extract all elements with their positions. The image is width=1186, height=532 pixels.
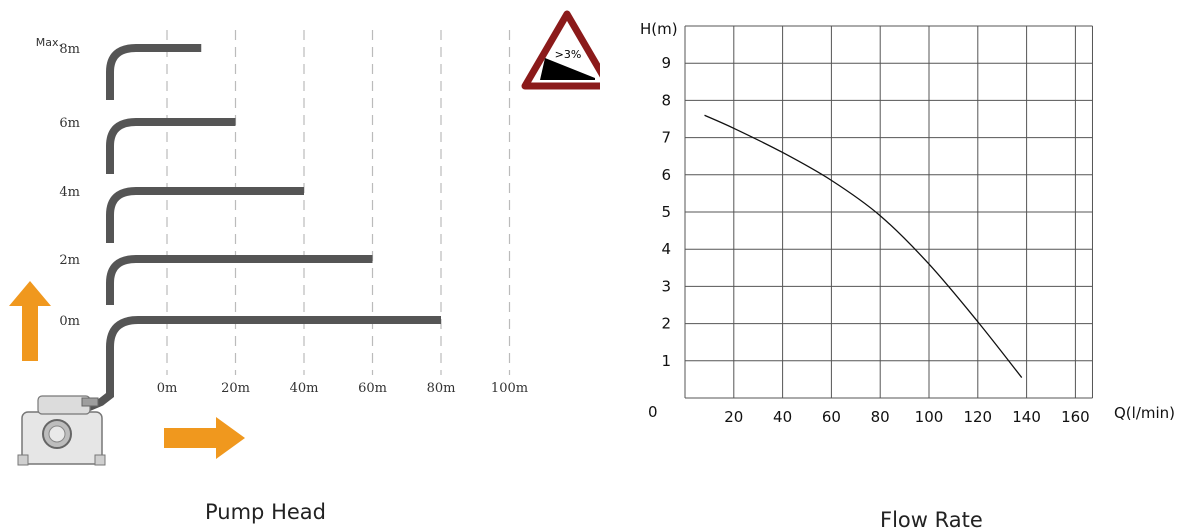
height-label: 4m bbox=[59, 185, 80, 200]
chart-tick-labels: 20 40 60 80 100 120 140 160 1 2 3 4 5 6 7 8 9 bbox=[661, 54, 1089, 426]
y-tick-label: 7 bbox=[661, 129, 671, 147]
y-axis-label: H(m) bbox=[640, 20, 678, 38]
pipe-segment bbox=[106, 44, 202, 100]
x-tick-label: 100 bbox=[915, 408, 944, 426]
slope-label: >3% bbox=[555, 48, 582, 61]
upward-arrow-icon bbox=[9, 281, 51, 361]
slope-warning-sign: >3% bbox=[521, 10, 600, 90]
y-tick-label: 2 bbox=[661, 315, 671, 333]
x-tick-label: 60 bbox=[822, 408, 841, 426]
y-tick-label: 8 bbox=[661, 91, 671, 109]
distance-tick-label: 80m bbox=[427, 381, 456, 396]
x-tick-label: 20 bbox=[724, 408, 743, 426]
y-tick-label: 6 bbox=[661, 166, 671, 184]
pump-curve-line bbox=[704, 114, 1023, 378]
pump-pipes bbox=[85, 44, 441, 412]
x-axis-label: Q(l/min) bbox=[1114, 404, 1175, 422]
pipe-segment bbox=[85, 316, 441, 412]
y-tick-label: 9 bbox=[661, 54, 671, 72]
y-tick-label: 4 bbox=[661, 240, 671, 258]
height-label: 8m bbox=[59, 42, 80, 57]
max-prefix-label: Max. bbox=[36, 36, 62, 49]
x-tick-label: 120 bbox=[963, 408, 992, 426]
distance-tick-label: 60m bbox=[358, 381, 387, 396]
pump-head-panel: 0m 20m 40m 60m 80m 100m 8m Max. 6m 4m 2m 0m >3% bbox=[9, 10, 600, 466]
pump-head-caption: Pump Head bbox=[205, 500, 326, 524]
y-tick-label: 5 bbox=[661, 203, 671, 221]
y-tick-label: 1 bbox=[661, 352, 671, 370]
x-tick-label: 140 bbox=[1012, 408, 1041, 426]
x-tick-label: 160 bbox=[1061, 408, 1090, 426]
distance-tick-label: 100m bbox=[491, 381, 528, 396]
chart-gridlines bbox=[684, 25, 1093, 399]
height-label: 6m bbox=[59, 116, 80, 131]
pipe-segment bbox=[106, 255, 373, 305]
flow-rate-caption: Flow Rate bbox=[880, 508, 983, 532]
pump-icon bbox=[17, 395, 106, 466]
distance-tick-label: 0m bbox=[157, 381, 178, 396]
height-label: 2m bbox=[59, 253, 80, 268]
distance-tick-label: 40m bbox=[290, 381, 319, 396]
x-tick-label: 80 bbox=[871, 408, 890, 426]
origin-label: 0 bbox=[648, 403, 658, 421]
height-label: 0m bbox=[59, 314, 80, 329]
pipe-segment bbox=[106, 187, 304, 243]
distance-tick-label: 20m bbox=[221, 381, 250, 396]
rightward-arrow-icon bbox=[164, 417, 245, 459]
distance-gridlines bbox=[166, 30, 511, 375]
flow-rate-panel: 20 40 60 80 100 120 140 160 1 2 3 4 5 6 7 8 9 H(m) Q(l/m… bbox=[600, 0, 1186, 529]
y-tick-label: 3 bbox=[661, 277, 671, 295]
flow-rate-chart: 20 40 60 80 100 120 140 160 1 2 3 4 5 6 7 8 9 H(m) Q(l/m… bbox=[640, 20, 1175, 426]
pipe-segment bbox=[106, 118, 236, 174]
x-tick-label: 40 bbox=[773, 408, 792, 426]
